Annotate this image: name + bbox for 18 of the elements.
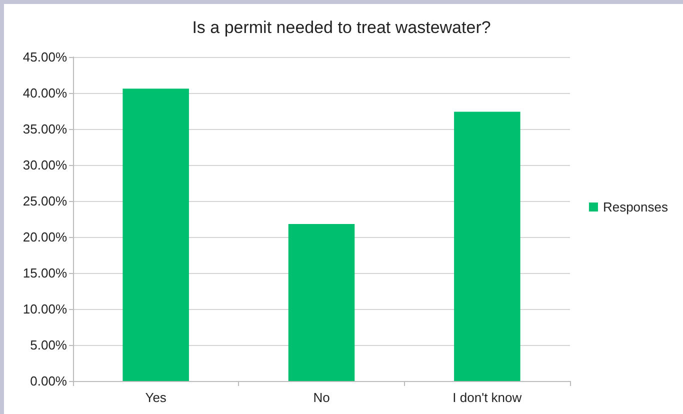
y-tick-label: 5.00% [30,338,68,352]
y-tick-label: 45.00% [22,50,68,64]
legend-label: Responses [602,200,668,214]
y-tick-label: 25.00% [22,194,68,208]
bar [288,224,355,381]
bar [122,88,189,381]
y-tick-label: 10.00% [22,302,68,316]
y-tick-label: 0.00% [30,374,68,388]
y-tick-label: 15.00% [22,266,68,280]
x-tick-label: Yes [145,390,167,405]
bar [454,112,520,381]
chart-title: Is a permit needed to treat wastewater? [192,18,491,37]
x-tick-label: No [313,390,330,405]
y-tick-label: 20.00% [22,230,68,244]
y-tick-label: 30.00% [22,158,68,172]
y-tick-label: 35.00% [22,122,68,136]
x-tick-label: I don't know [452,390,522,405]
y-tick-label: 40.00% [22,86,68,100]
